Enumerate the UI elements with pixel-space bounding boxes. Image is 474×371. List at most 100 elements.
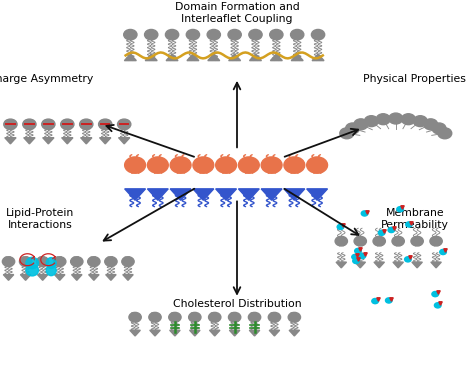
Text: Lipid-Protein
Interactions: Lipid-Protein Interactions bbox=[6, 208, 74, 230]
Circle shape bbox=[355, 248, 361, 253]
Circle shape bbox=[291, 29, 304, 40]
Polygon shape bbox=[289, 330, 300, 336]
Polygon shape bbox=[125, 189, 146, 200]
Circle shape bbox=[406, 222, 412, 227]
Circle shape bbox=[165, 29, 179, 40]
Circle shape bbox=[373, 236, 385, 246]
Circle shape bbox=[61, 119, 74, 129]
Circle shape bbox=[354, 236, 366, 246]
Circle shape bbox=[385, 298, 392, 303]
Circle shape bbox=[430, 236, 442, 246]
Circle shape bbox=[147, 157, 168, 173]
Text: Membrane
Permeability: Membrane Permeability bbox=[381, 208, 449, 230]
Polygon shape bbox=[249, 54, 262, 60]
Polygon shape bbox=[3, 275, 14, 280]
Ellipse shape bbox=[46, 265, 56, 276]
Text: Domain Formation and
Interleaflet Coupling: Domain Formation and Interleaflet Coupli… bbox=[174, 2, 300, 24]
Circle shape bbox=[216, 157, 237, 173]
Circle shape bbox=[23, 119, 36, 129]
Circle shape bbox=[193, 157, 214, 173]
Circle shape bbox=[189, 312, 201, 322]
Polygon shape bbox=[43, 138, 54, 144]
Ellipse shape bbox=[26, 257, 38, 269]
Polygon shape bbox=[62, 138, 73, 144]
Circle shape bbox=[99, 119, 112, 129]
Circle shape bbox=[307, 157, 328, 173]
Polygon shape bbox=[291, 54, 303, 60]
Circle shape bbox=[80, 119, 93, 129]
Polygon shape bbox=[228, 54, 241, 60]
Circle shape bbox=[170, 157, 191, 173]
Circle shape bbox=[438, 128, 452, 139]
Circle shape bbox=[340, 128, 354, 139]
Polygon shape bbox=[412, 262, 422, 268]
Polygon shape bbox=[270, 54, 283, 60]
Circle shape bbox=[434, 303, 441, 308]
Circle shape bbox=[311, 29, 325, 40]
Polygon shape bbox=[170, 189, 191, 200]
Polygon shape bbox=[238, 189, 259, 200]
Circle shape bbox=[36, 257, 49, 266]
Circle shape bbox=[88, 257, 100, 266]
Polygon shape bbox=[166, 54, 178, 60]
Polygon shape bbox=[374, 262, 384, 268]
Polygon shape bbox=[312, 54, 324, 60]
Circle shape bbox=[424, 119, 438, 130]
Circle shape bbox=[54, 257, 66, 266]
Circle shape bbox=[378, 230, 385, 235]
Circle shape bbox=[411, 236, 423, 246]
Circle shape bbox=[4, 119, 17, 129]
Polygon shape bbox=[20, 275, 31, 280]
Polygon shape bbox=[81, 138, 92, 144]
Circle shape bbox=[261, 157, 282, 173]
Circle shape bbox=[372, 299, 378, 304]
Polygon shape bbox=[5, 138, 16, 144]
Polygon shape bbox=[37, 275, 48, 280]
Circle shape bbox=[389, 113, 403, 124]
Circle shape bbox=[365, 116, 378, 127]
Circle shape bbox=[228, 29, 241, 40]
Circle shape bbox=[19, 257, 32, 266]
Circle shape bbox=[186, 29, 200, 40]
Circle shape bbox=[401, 114, 415, 125]
Circle shape bbox=[413, 116, 427, 127]
Circle shape bbox=[71, 257, 83, 266]
Circle shape bbox=[432, 123, 446, 134]
Polygon shape bbox=[190, 330, 200, 336]
Polygon shape bbox=[208, 54, 220, 60]
Polygon shape bbox=[124, 54, 137, 60]
Polygon shape bbox=[216, 189, 237, 200]
Circle shape bbox=[392, 236, 404, 246]
Polygon shape bbox=[229, 330, 240, 336]
Circle shape bbox=[124, 29, 137, 40]
Circle shape bbox=[228, 312, 241, 322]
Circle shape bbox=[129, 312, 141, 322]
Circle shape bbox=[122, 257, 134, 266]
Circle shape bbox=[352, 255, 358, 260]
Polygon shape bbox=[72, 275, 82, 280]
Polygon shape bbox=[249, 330, 260, 336]
Circle shape bbox=[359, 253, 365, 259]
Circle shape bbox=[405, 257, 411, 262]
Circle shape bbox=[335, 236, 347, 246]
Polygon shape bbox=[210, 330, 220, 336]
Circle shape bbox=[388, 227, 395, 233]
Ellipse shape bbox=[26, 265, 38, 276]
Polygon shape bbox=[24, 138, 35, 144]
Circle shape bbox=[397, 207, 403, 212]
Polygon shape bbox=[393, 262, 403, 268]
Polygon shape bbox=[170, 330, 180, 336]
Circle shape bbox=[337, 224, 344, 230]
Circle shape bbox=[125, 157, 146, 173]
Circle shape bbox=[270, 29, 283, 40]
Polygon shape bbox=[130, 330, 140, 336]
Circle shape bbox=[361, 211, 368, 216]
Polygon shape bbox=[355, 262, 365, 268]
Text: Charge Asymmetry: Charge Asymmetry bbox=[0, 74, 93, 84]
Polygon shape bbox=[106, 275, 116, 280]
Circle shape bbox=[353, 258, 359, 263]
Circle shape bbox=[248, 312, 261, 322]
Polygon shape bbox=[147, 189, 168, 200]
Polygon shape bbox=[431, 262, 441, 268]
Polygon shape bbox=[55, 275, 65, 280]
